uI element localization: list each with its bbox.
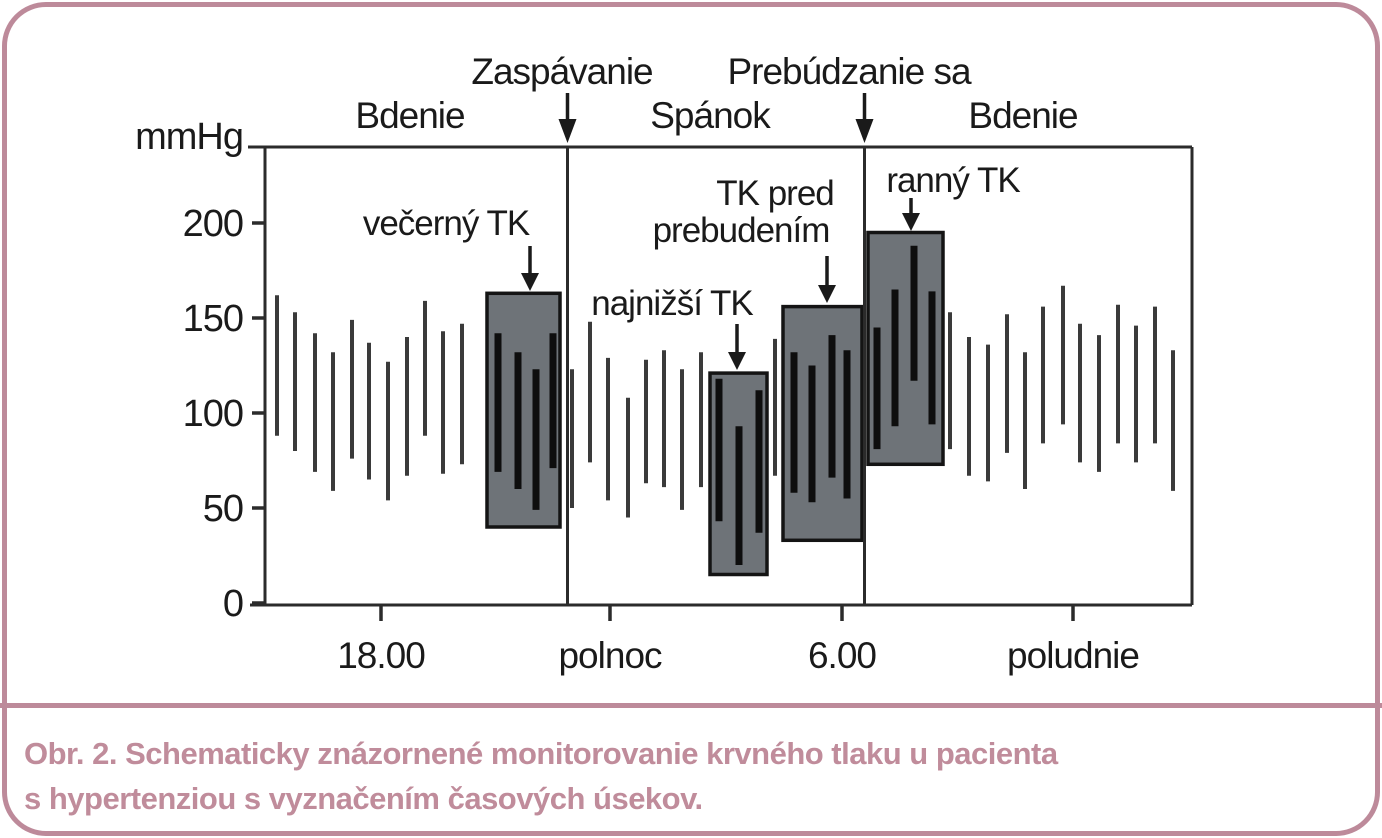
phase-label-wake-2: Bdenie <box>968 95 1077 136</box>
y-tick-label: 200 <box>183 203 243 245</box>
y-axis-ticks: 0 50 100 150 200 <box>183 203 266 625</box>
figure-caption: Obr. 2. Schematicky znázornené monitorov… <box>24 731 1354 821</box>
x-tick-label: polnoc <box>558 635 662 676</box>
x-tick-label: poludnie <box>1007 635 1139 676</box>
x-axis-ticks: 18.00 polnoc 6.00 poludnie <box>337 605 1140 676</box>
caption-line-1: Obr. 2. Schematicky znázornené monitorov… <box>24 736 1058 771</box>
x-tick-label: 18.00 <box>337 635 425 676</box>
annotation-bp-before-waking-line1: TK pred <box>716 174 834 213</box>
falling-asleep-arrow-icon <box>558 93 577 143</box>
annotation-lowest-bp: najnižší TK <box>591 284 753 323</box>
y-tick-label: 0 <box>223 583 243 625</box>
phase-label-sleep: Spánok <box>650 95 771 136</box>
caption-line-2: s hypertenziou s vyznačením časových úse… <box>24 781 703 816</box>
y-tick-label: 100 <box>183 393 243 435</box>
annotation-evening-bp: večerný TK <box>363 204 530 243</box>
waking-up-arrow-icon <box>855 93 874 143</box>
phase-label-wake-1: Bdenie <box>355 95 464 136</box>
bp-monitoring-chart: mmHg Zaspávanie Prebúdzanie sa Bdenie Sp… <box>135 51 1194 676</box>
x-tick-label: 6.00 <box>808 635 876 676</box>
evening-bp-arrow-icon <box>521 246 539 291</box>
bp-readings <box>275 285 1175 518</box>
highlight-boxes <box>485 230 945 577</box>
y-axis-unit-label: mmHg <box>135 116 243 158</box>
bp-before-waking-arrow-icon <box>818 256 836 303</box>
y-tick-label: 150 <box>183 298 243 340</box>
annotation-bp-before-waking-line2: prebudením <box>653 211 830 250</box>
annotation-morning-bp: ranný TK <box>886 161 1020 200</box>
plot-frame <box>248 145 1194 607</box>
y-tick-label: 50 <box>203 488 243 530</box>
caption-divider <box>0 703 1382 708</box>
lowest-bp-arrow-icon <box>728 324 746 370</box>
event-label-waking-up: Prebúdzanie sa <box>727 51 972 92</box>
event-label-falling-asleep: Zaspávanie <box>471 51 652 92</box>
morning-bp-arrow-icon <box>902 198 920 231</box>
